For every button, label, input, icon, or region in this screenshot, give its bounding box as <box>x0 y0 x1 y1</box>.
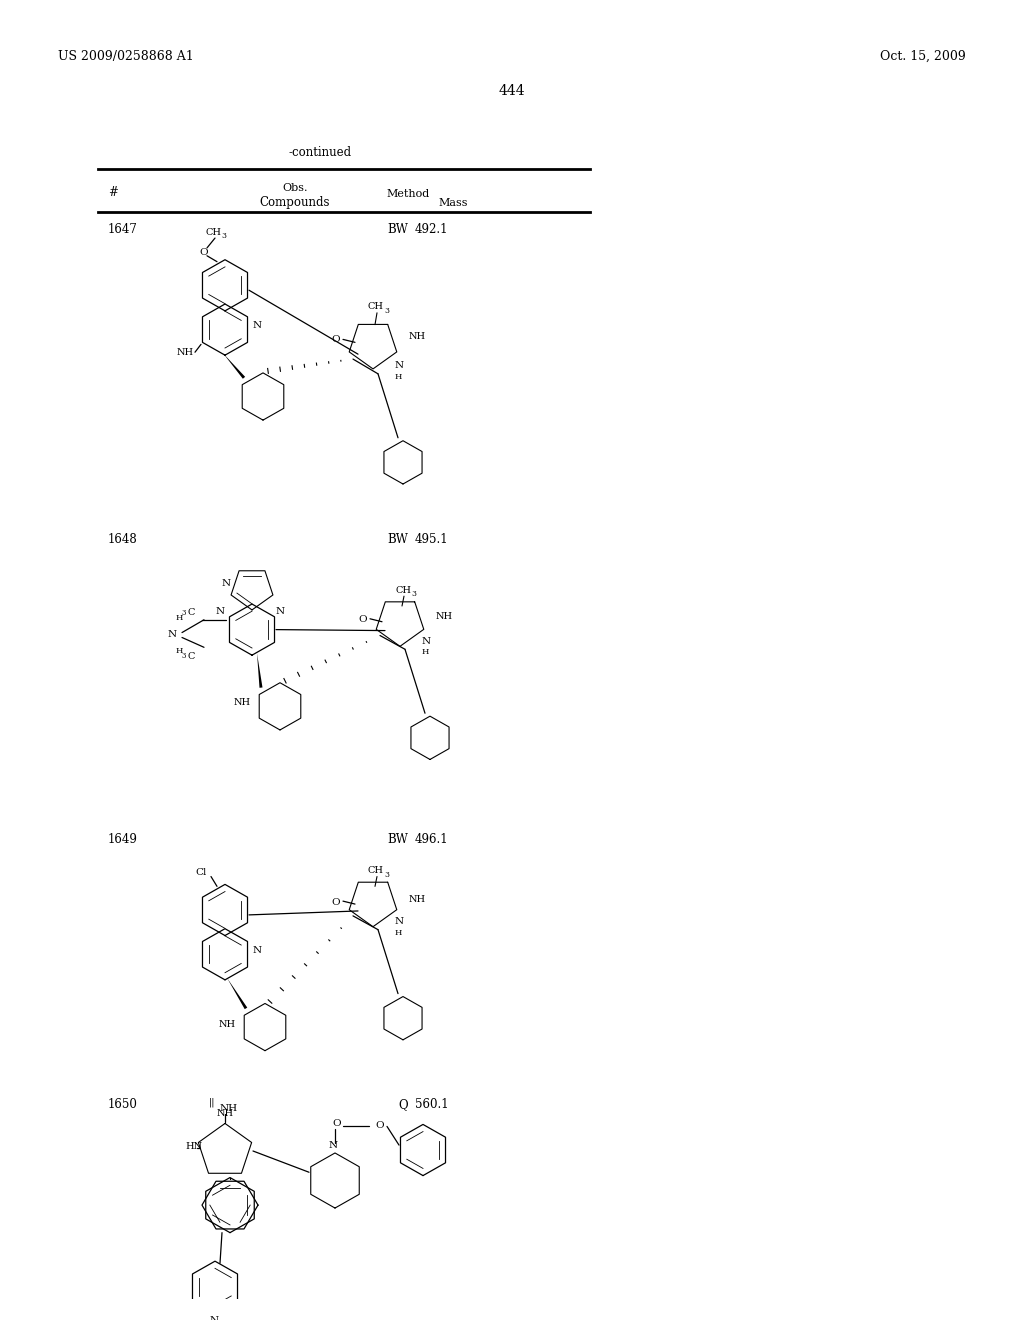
Text: 444: 444 <box>499 83 525 98</box>
Text: 1648: 1648 <box>108 532 138 545</box>
Text: Cl: Cl <box>195 869 207 876</box>
Text: O: O <box>331 898 340 907</box>
Text: HN: HN <box>185 1142 202 1151</box>
Text: NH: NH <box>219 1019 237 1028</box>
Text: NH: NH <box>217 1109 234 1118</box>
Text: O: O <box>331 335 340 345</box>
Text: CH: CH <box>205 227 221 236</box>
Text: CH: CH <box>395 586 411 595</box>
Text: ||: || <box>209 1097 215 1106</box>
Text: NH: NH <box>234 698 251 708</box>
Text: H: H <box>395 372 402 380</box>
Text: 3: 3 <box>384 871 389 879</box>
Text: C: C <box>188 609 196 618</box>
Text: H: H <box>176 614 183 622</box>
Text: BW: BW <box>387 833 408 846</box>
Text: N: N <box>253 946 262 954</box>
Text: 560.1: 560.1 <box>415 1098 449 1111</box>
Text: 495.1: 495.1 <box>415 532 449 545</box>
Text: 3: 3 <box>384 306 389 315</box>
Text: NH: NH <box>220 1105 239 1113</box>
Text: N: N <box>395 362 404 371</box>
Text: 3: 3 <box>221 232 226 240</box>
Text: 496.1: 496.1 <box>415 833 449 846</box>
Text: O: O <box>199 248 208 257</box>
Text: Method: Method <box>387 189 430 199</box>
Text: N: N <box>422 638 431 645</box>
Text: H: H <box>422 648 429 656</box>
Text: 1649: 1649 <box>108 833 138 846</box>
Text: N: N <box>276 607 285 616</box>
Text: NH: NH <box>409 895 426 904</box>
Text: H: H <box>395 928 402 937</box>
Text: N: N <box>253 321 262 330</box>
Text: #: # <box>108 186 118 199</box>
Text: NH: NH <box>409 331 426 341</box>
Text: N: N <box>210 1316 219 1320</box>
Text: -continued: -continued <box>289 147 351 158</box>
Text: 1650: 1650 <box>108 1098 138 1111</box>
Text: 3: 3 <box>182 609 186 616</box>
Text: Mass: Mass <box>438 198 468 207</box>
Text: N: N <box>329 1140 338 1150</box>
Text: NH: NH <box>436 612 454 622</box>
Text: BW: BW <box>387 532 408 545</box>
Text: Compounds: Compounds <box>260 197 331 209</box>
Text: N: N <box>168 630 177 639</box>
Text: N: N <box>395 917 404 927</box>
Text: NH: NH <box>177 347 195 356</box>
Text: 3: 3 <box>411 590 416 598</box>
Text: O: O <box>358 615 367 624</box>
Text: Q: Q <box>398 1098 408 1111</box>
Text: N: N <box>222 579 231 587</box>
Polygon shape <box>223 354 245 379</box>
Text: 1647: 1647 <box>108 223 138 236</box>
Text: N: N <box>216 607 225 616</box>
Polygon shape <box>257 653 262 688</box>
Text: 3: 3 <box>182 652 186 660</box>
Text: O: O <box>332 1119 341 1129</box>
Text: US 2009/0258868 A1: US 2009/0258868 A1 <box>58 50 194 62</box>
Text: Obs.: Obs. <box>283 183 308 193</box>
Text: O: O <box>375 1121 384 1130</box>
Polygon shape <box>227 978 247 1010</box>
Text: CH: CH <box>368 866 384 875</box>
Text: C: C <box>188 652 196 661</box>
Text: Oct. 15, 2009: Oct. 15, 2009 <box>881 50 966 62</box>
Text: CH: CH <box>368 302 384 312</box>
Text: 492.1: 492.1 <box>415 223 449 236</box>
Text: BW: BW <box>387 223 408 236</box>
Text: H: H <box>176 647 183 655</box>
